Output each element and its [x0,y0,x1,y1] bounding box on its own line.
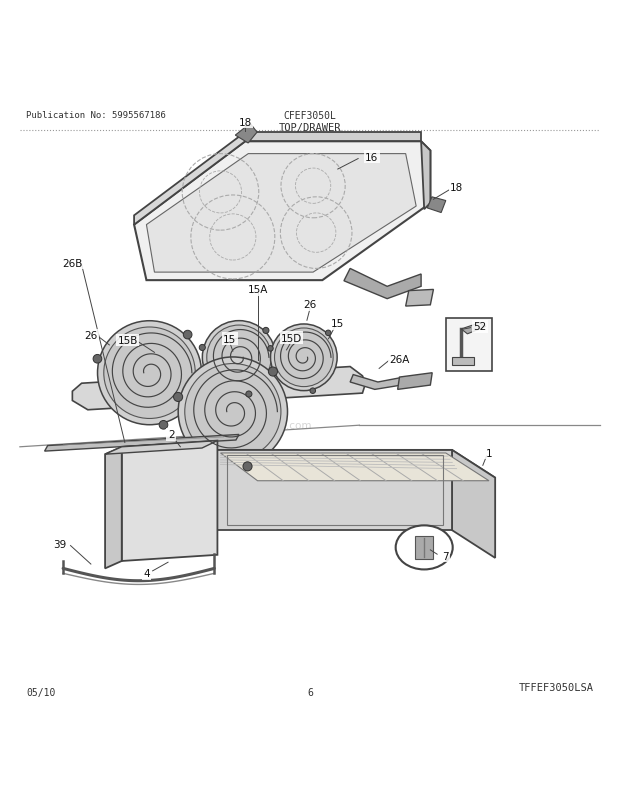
Polygon shape [215,450,495,478]
Circle shape [202,322,276,395]
Polygon shape [452,358,474,365]
Polygon shape [221,453,489,481]
Text: 39: 39 [53,539,66,549]
Circle shape [268,346,273,352]
Circle shape [178,358,288,467]
Text: 18: 18 [450,183,464,192]
Circle shape [104,327,195,419]
Circle shape [263,328,269,334]
Polygon shape [245,133,421,142]
Polygon shape [105,448,122,569]
Polygon shape [146,155,416,273]
Text: TOP/DRAWER: TOP/DRAWER [279,123,341,132]
Text: TFFEF3050LSA: TFFEF3050LSA [519,682,594,692]
Polygon shape [122,441,218,561]
Text: 6: 6 [307,687,313,697]
Polygon shape [421,142,430,210]
Text: 1: 1 [485,448,492,459]
Polygon shape [45,435,239,452]
Circle shape [185,364,281,460]
Text: 7: 7 [443,551,449,561]
Circle shape [270,325,337,391]
Polygon shape [405,290,433,306]
Circle shape [206,326,272,390]
Text: 26A: 26A [389,354,410,364]
Text: 52: 52 [473,322,486,332]
Polygon shape [134,133,245,225]
Text: 15D: 15D [281,333,302,343]
Polygon shape [415,537,433,559]
Circle shape [246,391,252,398]
Polygon shape [215,450,452,530]
Ellipse shape [396,525,453,569]
Circle shape [97,322,202,425]
Circle shape [184,331,192,339]
Text: 05/10: 05/10 [26,687,55,697]
Text: 26: 26 [303,300,317,310]
Text: Publication No: 5995567186: Publication No: 5995567186 [26,111,166,120]
Text: 26B: 26B [62,258,82,269]
Text: 15B: 15B [118,335,138,346]
Polygon shape [105,441,218,455]
Polygon shape [446,319,492,371]
Polygon shape [134,142,430,281]
Polygon shape [236,124,257,144]
Text: eReplacementParts.com: eReplacementParts.com [185,421,311,431]
Polygon shape [397,373,432,390]
Text: 15: 15 [223,334,236,344]
Polygon shape [73,367,366,411]
Text: CFEF3050L: CFEF3050L [283,111,337,121]
Text: 18: 18 [239,117,252,128]
Circle shape [159,421,168,430]
Polygon shape [452,450,495,558]
Text: 26: 26 [84,330,97,341]
Text: 2: 2 [168,430,174,440]
Circle shape [275,329,333,387]
Polygon shape [344,269,421,299]
Circle shape [199,345,205,351]
Circle shape [268,367,278,377]
Text: 15: 15 [331,319,344,329]
Circle shape [243,462,252,472]
Polygon shape [427,197,446,213]
Text: 15A: 15A [247,285,268,295]
Text: 16: 16 [365,152,378,163]
Circle shape [326,330,331,336]
Circle shape [93,355,102,363]
Polygon shape [461,323,486,334]
Circle shape [174,393,183,402]
Circle shape [310,388,316,394]
Polygon shape [350,375,404,390]
Text: 4: 4 [143,569,150,578]
